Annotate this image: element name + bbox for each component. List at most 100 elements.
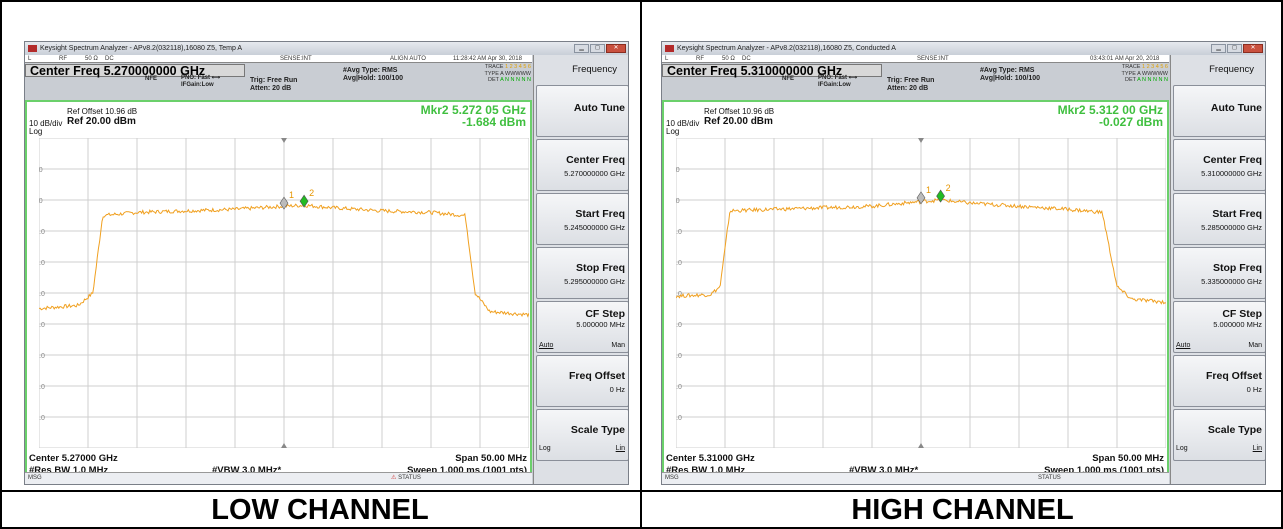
cf-step-key-value: 5.000000 MHz: [576, 320, 625, 329]
freq-offset-key-value: 0 Hz: [609, 385, 625, 394]
pno-value: PNO: Fast: [818, 75, 848, 81]
status-label: ⚠ STATUS: [391, 473, 421, 484]
status-strip: L RF 50 Ω DC SENSE:INT ALIGN AUTO 11:28:…: [25, 55, 532, 63]
scale-type-button[interactable]: Scale Type Log Lin: [1173, 409, 1265, 461]
averaging-info: #Avg Type: RMS Avg|Hold: 100/100: [980, 67, 1040, 83]
center-freq-button[interactable]: Center Freq 5.270000000 GHz: [536, 139, 628, 191]
minimize-button[interactable]: ▁: [574, 44, 589, 53]
y-tick-label: 10.0: [676, 167, 680, 174]
center-freq-label: Center 5.27000 GHz: [29, 453, 118, 464]
y-tick-label: -30.0: [39, 291, 45, 298]
cf-step-button[interactable]: CF Step 5.000000 MHz Auto Man: [536, 301, 628, 353]
spectrum-graph[interactable]: Ref Offset 10.96 dB 10 dB/div Ref 20.00 …: [662, 100, 1169, 484]
scale-type-button[interactable]: Scale Type Log Lin: [536, 409, 628, 461]
msg-label: MSG: [28, 475, 42, 481]
sense-label: SENSE:INT: [280, 56, 312, 62]
freq-offset-button[interactable]: Freq Offset 0 Hz: [1173, 355, 1265, 407]
cf-step-key-label: CF Step: [585, 308, 625, 320]
marker-frequency: Mkr2 5.312 00 GHz: [1057, 103, 1163, 117]
start-freq-button[interactable]: Start Freq 5.285000000 GHz: [1173, 193, 1265, 245]
auto-tune-label: Auto Tune: [573, 102, 625, 114]
y-tick-label: -50.0: [39, 353, 45, 360]
scale-type-key-label: Scale Type: [570, 424, 625, 436]
vbw-label: #VBW 3.0 MHz*: [849, 465, 919, 476]
start-freq-key-label: Start Freq: [1212, 208, 1262, 220]
trace-label: TRACE: [1121, 64, 1141, 70]
sense-label: SENSE:INT: [917, 56, 949, 62]
y-tick-label: -20.0: [39, 260, 45, 267]
impedance-label: 50 Ω: [85, 56, 98, 62]
ifgain-value: IFGain:Low: [181, 82, 214, 88]
caption-divider: [0, 490, 1283, 492]
center-freq-field[interactable]: Center Freq 5.310000000 GHz: [662, 64, 882, 77]
rf-label: RF: [59, 56, 67, 62]
auto-tune-button[interactable]: Auto Tune: [1173, 85, 1265, 137]
y-tick-label: 0.00: [39, 198, 43, 205]
status-text: STATUS: [1038, 475, 1061, 481]
message-bar: MSG ⚠ STATUS: [25, 472, 532, 484]
ref-offset: Ref Offset 10.96 dB: [67, 107, 138, 116]
maximize-button[interactable]: ◻: [590, 44, 605, 53]
span-label: Span 50.00 MHz: [455, 453, 527, 464]
y-tick-label: -60.0: [39, 384, 45, 391]
res-bw-label: #Res BW 1.0 MHz: [29, 465, 109, 476]
avg-type: #Avg Type: RMS: [980, 67, 1035, 74]
ref-offset: Ref Offset 10.96 dB: [704, 107, 775, 116]
analyzer-screen-high: Keysight Spectrum Analyzer - APv8.2(0321…: [661, 41, 1266, 485]
cf-step-button[interactable]: CF Step 5.000000 MHz Auto Man: [1173, 301, 1265, 353]
maximize-button[interactable]: ◻: [1227, 44, 1242, 53]
sweep-label: Sweep 1.000 ms (1001 pts): [1044, 465, 1164, 476]
auto-tune-button[interactable]: Auto Tune: [536, 85, 628, 137]
stop-freq-button[interactable]: Stop Freq 5.335000000 GHz: [1173, 247, 1265, 299]
minimize-button[interactable]: ▁: [1211, 44, 1226, 53]
window-title: Keysight Spectrum Analyzer - APv8.2(0321…: [677, 45, 896, 52]
center-bottom-marker: [918, 443, 924, 448]
spectrum-graph[interactable]: Ref Offset 10.96 dB 10 dB/div Ref 20.00 …: [25, 100, 532, 484]
center-freq-field[interactable]: Center Freq 5.270000000 GHz: [25, 64, 245, 77]
pno-label: PNO: Fast ⟷ IFGain:Low: [818, 75, 858, 88]
y-tick-label: 0.00: [676, 198, 680, 205]
marker-label-2: 2: [309, 188, 314, 198]
scale-type-key-label: Scale Type: [1207, 424, 1262, 436]
atten-value: Atten: 20 dB: [250, 85, 292, 92]
window-titlebar: Keysight Spectrum Analyzer - APv8.2(0321…: [662, 42, 1265, 55]
close-button[interactable]: ✕: [606, 44, 626, 53]
type-values: A WWWWW: [500, 70, 531, 77]
start-freq-key-value: 5.245000000 GHz: [564, 223, 625, 232]
trace-indicator: TRACE 1 2 3 4 5 6 TYPE A WWWWW DET A N N…: [457, 64, 531, 84]
freq-offset-key-value: 0 Hz: [1246, 385, 1262, 394]
spectrum-plot: 10.0 0.00 -10.0 -20.0 -30.0 -40.0 -50.0 -60.0 -7…: [676, 138, 1166, 448]
cf-step-mode: Auto Man: [1176, 342, 1262, 349]
close-button[interactable]: ✕: [1243, 44, 1263, 53]
center-freq-button[interactable]: Center Freq 5.310000000 GHz: [1173, 139, 1265, 191]
stop-freq-button[interactable]: Stop Freq 5.295000000 GHz: [536, 247, 628, 299]
marker-label-1: 1: [289, 190, 294, 200]
det-values: A N N N N N: [1137, 77, 1168, 83]
softkey-panel: Frequency Auto Tune Center Freq 5.2700000…: [533, 55, 628, 484]
trace-values: 1 2 3 4 5 6: [505, 64, 531, 70]
window-controls: ▁ ◻ ✕: [574, 44, 626, 53]
status-alert-icon: ⚠: [391, 475, 397, 481]
y-tick-label: -60.0: [676, 384, 682, 391]
type-label: TYPE: [1121, 70, 1136, 77]
trigger-info: Trig: Free Run Atten: 20 dB: [887, 77, 934, 93]
start-freq-key-label: Start Freq: [575, 208, 625, 220]
y-tick-label: -10.0: [39, 229, 45, 236]
y-tick-label: -50.0: [676, 353, 682, 360]
start-freq-button[interactable]: Start Freq 5.245000000 GHz: [536, 193, 628, 245]
pno-label: PNO: Fast ⟷ IFGain:Low: [181, 75, 221, 88]
mode-label: L: [665, 56, 669, 62]
center-top-marker: [281, 138, 287, 143]
window-titlebar: Keysight Spectrum Analyzer - APv8.2(0321…: [25, 42, 628, 55]
scale-type-mode: Log Lin: [539, 445, 625, 452]
y-tick-label: -70.0: [39, 415, 45, 422]
sweep-label: Sweep 1.000 ms (1001 pts): [407, 465, 527, 476]
softkey-header-label: Frequency: [1209, 64, 1254, 75]
avg-type: #Avg Type: RMS: [343, 67, 398, 74]
y-tick-label: -30.0: [676, 291, 682, 298]
type-row: TYPE A WWWWW: [1094, 71, 1168, 78]
scale-div: 10 dB/div: [29, 119, 63, 128]
scale-log-option: Log: [539, 445, 551, 452]
freq-offset-button[interactable]: Freq Offset 0 Hz: [536, 355, 628, 407]
status-strip: L RF 50 Ω DC SENSE:INT 03:43:01 AM Apr 2…: [662, 55, 1169, 63]
